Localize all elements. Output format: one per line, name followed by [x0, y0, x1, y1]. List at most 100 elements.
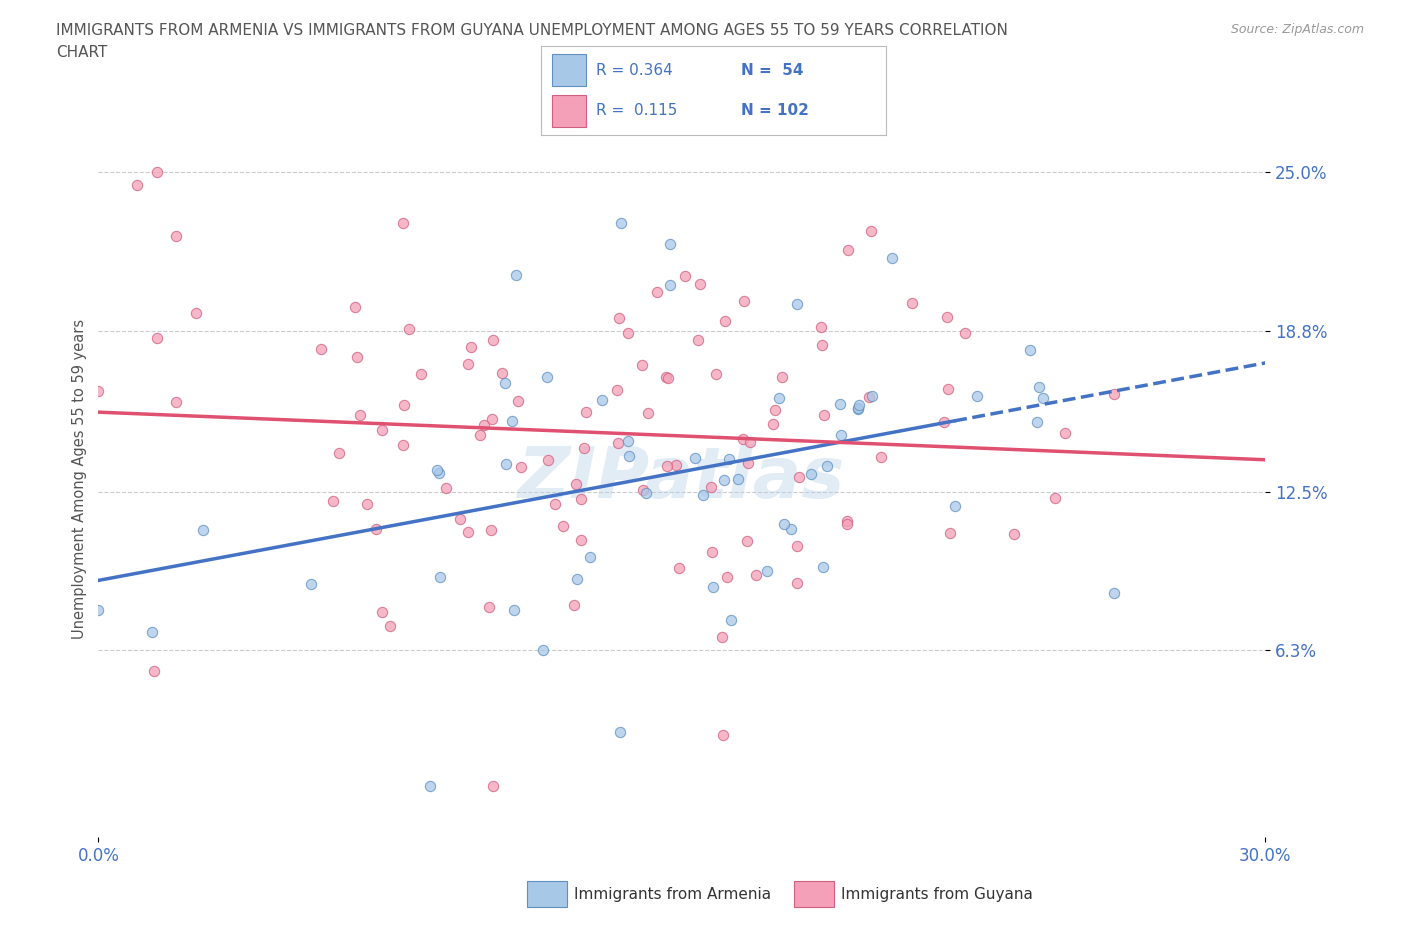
Point [720, 613, 742, 628]
Point [738, 435, 761, 450]
Point [755, 564, 778, 578]
Point [533, 643, 555, 658]
Point [655, 370, 678, 385]
Point [848, 398, 870, 413]
Point [544, 497, 567, 512]
Point [457, 356, 479, 371]
Point [1032, 391, 1054, 405]
Point [398, 322, 420, 337]
Point [1102, 586, 1125, 601]
Point [713, 472, 735, 487]
Point [966, 389, 988, 404]
Point [815, 458, 838, 473]
Point [574, 441, 596, 456]
Point [127, 178, 149, 193]
Point [607, 435, 630, 450]
Point [835, 514, 858, 529]
Point [378, 618, 401, 633]
Point [870, 450, 893, 465]
Point [711, 727, 734, 742]
Point [495, 457, 517, 472]
Point [837, 242, 859, 257]
Point [565, 477, 588, 492]
Point [714, 313, 737, 328]
Point [299, 577, 322, 591]
Point [607, 311, 630, 325]
Text: N =  54: N = 54 [741, 63, 804, 78]
Point [689, 277, 711, 292]
Point [702, 579, 724, 594]
Point [685, 451, 707, 466]
Point [501, 414, 523, 429]
Point [143, 664, 166, 679]
Point [860, 389, 883, 404]
Point [700, 544, 723, 559]
Point [710, 629, 733, 644]
Point [606, 382, 628, 397]
Text: Source: ZipAtlas.com: Source: ZipAtlas.com [1230, 23, 1364, 36]
Text: IMMIGRANTS FROM ARMENIA VS IMMIGRANTS FROM GUYANA UNEMPLOYMENT AMONG AGES 55 TO : IMMIGRANTS FROM ARMENIA VS IMMIGRANTS FR… [56, 23, 1008, 38]
Point [692, 487, 714, 502]
Point [87, 603, 110, 618]
Point [429, 570, 451, 585]
Point [419, 778, 441, 793]
Point [309, 341, 332, 356]
Point [789, 470, 811, 485]
Point [768, 391, 790, 405]
Point [343, 299, 366, 314]
Point [955, 326, 977, 340]
Point [426, 462, 449, 477]
Point [637, 405, 659, 420]
Point [506, 394, 529, 409]
Point [322, 493, 344, 508]
Point [537, 452, 560, 467]
Point [610, 216, 633, 231]
Point [659, 277, 682, 292]
Point [617, 434, 640, 449]
Point [733, 294, 755, 309]
Point [193, 523, 215, 538]
Point [658, 237, 681, 252]
Point [773, 516, 796, 531]
Point [482, 778, 505, 793]
Y-axis label: Unemployment Among Ages 55 to 59 years: Unemployment Among Ages 55 to 59 years [72, 319, 87, 639]
Point [630, 357, 652, 372]
Point [731, 432, 754, 446]
Point [503, 603, 526, 618]
Point [479, 523, 502, 538]
Point [737, 456, 759, 471]
Point [346, 350, 368, 365]
Point [165, 229, 187, 244]
Point [364, 522, 387, 537]
Point [392, 438, 415, 453]
Point [1002, 526, 1025, 541]
Point [673, 269, 696, 284]
Point [786, 297, 808, 312]
Point [716, 570, 738, 585]
Point [510, 459, 533, 474]
Point [328, 445, 350, 460]
Text: ZIPatlas: ZIPatlas [519, 445, 845, 513]
Point [718, 452, 741, 467]
Point [392, 216, 415, 231]
Point [655, 458, 678, 473]
Point [762, 416, 785, 431]
Point [392, 398, 415, 413]
Point [810, 319, 832, 334]
Point [901, 296, 924, 311]
Point [481, 412, 503, 427]
Point [859, 223, 882, 238]
Point [1043, 490, 1066, 505]
Point [700, 479, 723, 494]
Point [763, 403, 786, 418]
Point [575, 405, 598, 419]
Point [810, 338, 832, 352]
Point [837, 517, 859, 532]
Point [470, 428, 492, 443]
Point [565, 572, 588, 587]
Point [141, 625, 163, 640]
Point [645, 285, 668, 299]
Point [945, 498, 967, 513]
Point [146, 331, 169, 346]
Point [811, 560, 834, 575]
